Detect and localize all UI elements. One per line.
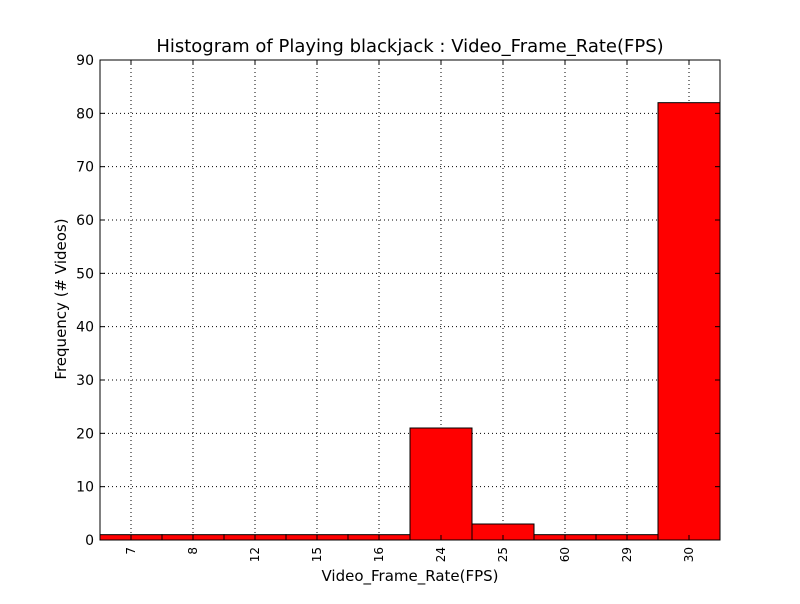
x-axis-label: Video_Frame_Rate(FPS) <box>321 567 498 586</box>
plot-frame <box>99 59 721 541</box>
y-tick-label: 0 <box>85 533 94 549</box>
x-tick-label: 30 <box>682 547 696 562</box>
x-tick-label: 15 <box>310 547 324 562</box>
x-tick-label: 25 <box>496 547 510 562</box>
bar-24 <box>409 427 473 541</box>
y-tick-label: 40 <box>76 320 94 336</box>
y-tick-label: 50 <box>76 266 94 282</box>
chart-title: Histogram of Playing blackjack : Video_F… <box>156 36 663 57</box>
bar-30 <box>657 102 721 541</box>
x-tick-label: 60 <box>558 547 572 562</box>
x-tick-label: 16 <box>372 547 386 562</box>
y-tick-label: 30 <box>76 373 94 389</box>
y-tick-label: 80 <box>76 106 94 122</box>
y-tick-label: 90 <box>76 53 94 69</box>
x-tick-label: 7 <box>124 547 138 555</box>
y-tick-label: 10 <box>76 480 94 496</box>
x-tick-label: 29 <box>620 547 634 562</box>
x-tick-label: 8 <box>186 547 200 555</box>
y-tick-label: 60 <box>76 213 94 229</box>
ticks: 0 10 20 30 40 50 60 70 80 90 7 8 12 15 16 24 25 60 29 30 <box>76 53 720 562</box>
grid <box>100 60 720 540</box>
y-axis-label: Frequency (# Videos) <box>52 218 70 379</box>
y-tick-label: 20 <box>76 426 94 442</box>
x-tick-label: 24 <box>434 547 448 562</box>
x-tick-label: 12 <box>248 547 262 562</box>
y-tick-label: 70 <box>76 160 94 176</box>
